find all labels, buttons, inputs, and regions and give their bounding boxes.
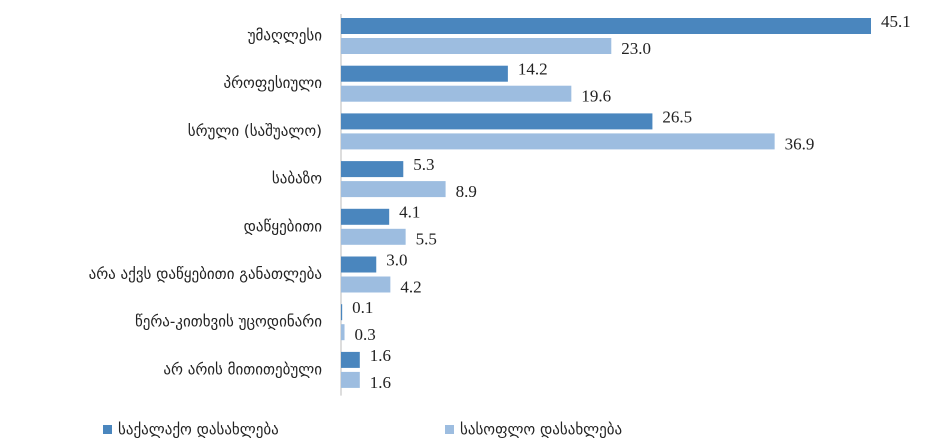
bar — [341, 65, 508, 82]
value-label: 45.1 — [881, 12, 911, 31]
value-label: 1.6 — [370, 346, 391, 365]
bar — [341, 371, 360, 388]
bar — [341, 256, 377, 273]
value-label: 26.5 — [662, 107, 692, 126]
legend-label: საქალაქო დასახლება — [118, 421, 279, 439]
category-label: უმაღლესი — [248, 27, 323, 45]
bar — [341, 276, 391, 293]
value-label: 4.1 — [399, 203, 420, 222]
bar — [341, 181, 446, 198]
bar — [341, 208, 390, 225]
value-label: 36.9 — [785, 134, 815, 153]
bar — [341, 113, 653, 130]
value-label: 5.5 — [416, 230, 437, 249]
value-label: 8.9 — [456, 182, 477, 201]
legend-swatch — [445, 425, 454, 434]
value-label: 0.3 — [355, 325, 376, 344]
bar — [341, 18, 871, 34]
legend-label: სასოფლო დასახლება — [460, 421, 622, 439]
category-label: დაწყებითი — [244, 217, 323, 235]
bar — [341, 161, 404, 178]
category-label: არ არის მითითებული — [163, 360, 322, 378]
bar — [341, 38, 612, 54]
legend-swatch — [103, 425, 112, 434]
value-label: 5.3 — [413, 155, 434, 174]
category-label: პროფესიული — [223, 74, 322, 92]
category-label: წერა-კითხვის უცოდინარი — [135, 313, 322, 331]
category-label: საბაზო — [272, 170, 322, 188]
category-label: სრული (საშუალო) — [188, 122, 322, 140]
bar — [341, 133, 775, 150]
value-label: 0.1 — [352, 298, 373, 317]
bar — [341, 304, 343, 321]
bar — [341, 228, 406, 245]
value-label: 19.6 — [581, 87, 611, 106]
value-label: 4.2 — [400, 277, 421, 296]
bar — [341, 85, 572, 102]
bar — [341, 351, 360, 368]
value-label: 3.0 — [386, 250, 407, 269]
value-label: 14.2 — [518, 60, 548, 79]
value-label: 1.6 — [370, 373, 391, 392]
category-label: არა აქვს დაწყებითი განათლება — [89, 265, 322, 283]
bar — [341, 324, 345, 341]
value-label: 23.0 — [621, 39, 651, 58]
